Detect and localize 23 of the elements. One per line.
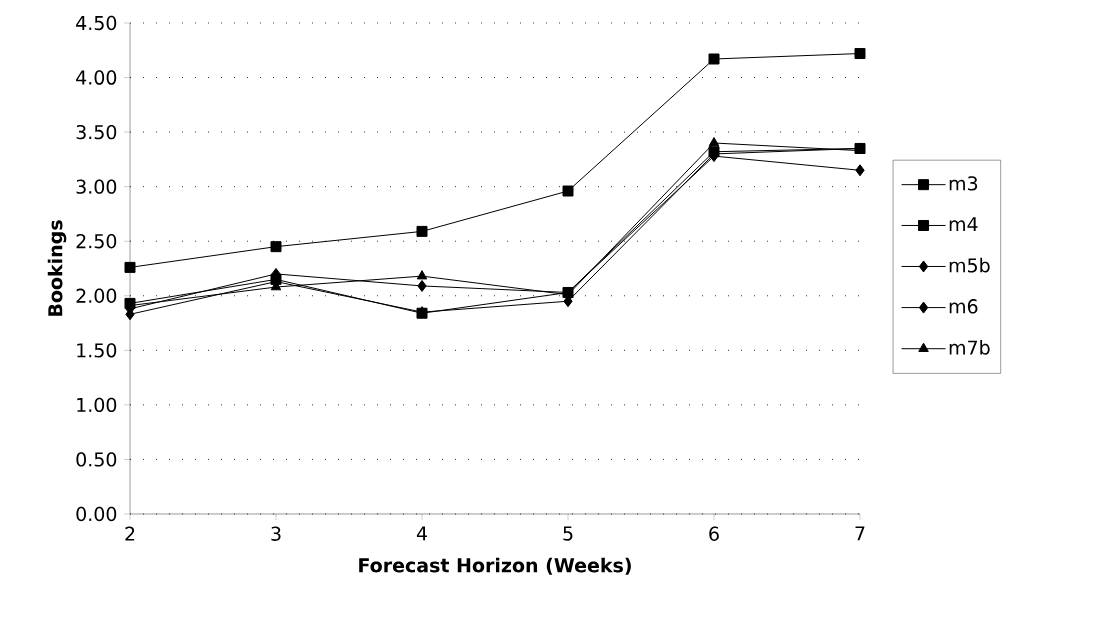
y-axis-title: Bookings bbox=[47, 220, 67, 316]
x-tick-label: 6 bbox=[709, 526, 719, 541]
x-axis-title: Forecast Horizon (Weeks) bbox=[359, 557, 631, 575]
y-tick-label: 0.50 bbox=[76, 452, 117, 467]
x-tick-label: 2 bbox=[125, 526, 135, 541]
y-tick-label: 2.50 bbox=[76, 234, 117, 249]
legend-label: m4 bbox=[949, 217, 978, 231]
y-tick-label: 2.00 bbox=[76, 288, 117, 303]
y-tick-label: 1.00 bbox=[77, 397, 117, 413]
legend-label: m5b bbox=[949, 257, 990, 273]
y-tick-label: 3.50 bbox=[76, 124, 117, 140]
y-tick-label: 1.50 bbox=[77, 343, 117, 358]
y-tick-label: 4.00 bbox=[76, 70, 117, 85]
y-tick-label: 4.50 bbox=[76, 15, 117, 31]
legend-label: m7b bbox=[949, 340, 990, 355]
y-tick-label: 3.00 bbox=[76, 179, 117, 194]
x-tick-label: 4 bbox=[416, 526, 427, 541]
legend-label: m3 bbox=[949, 176, 978, 191]
x-tick-label: 3 bbox=[271, 526, 281, 541]
x-tick-label: 5 bbox=[563, 526, 573, 541]
legend-label: m6 bbox=[949, 299, 978, 314]
y-tick-label: 0.00 bbox=[76, 506, 117, 522]
x-tick-label: 7 bbox=[855, 526, 865, 541]
